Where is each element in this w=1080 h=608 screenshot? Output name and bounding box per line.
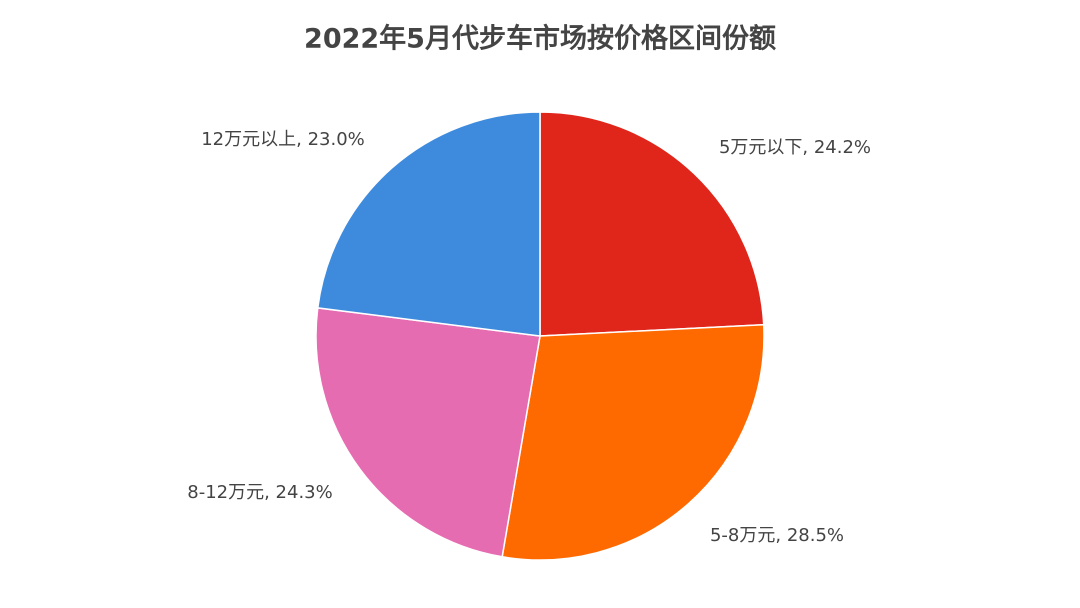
value-label: , 23.0% xyxy=(296,129,365,150)
pie-slice xyxy=(316,111,541,337)
data-label: 12万元以上, 23.0% xyxy=(201,129,365,150)
pie-slice xyxy=(501,323,765,561)
value-label: , 24.2% xyxy=(802,137,871,158)
category-label: 12万元以上 xyxy=(201,129,296,150)
value-label: , 28.5% xyxy=(775,525,844,546)
data-label: 5万元以下, 24.2% xyxy=(719,137,871,158)
category-label: 8-12万元 xyxy=(187,482,264,503)
data-label: 5-8万元, 28.5% xyxy=(710,525,844,546)
category-label: 5-8万元 xyxy=(710,525,775,546)
value-label: , 24.3% xyxy=(264,482,333,503)
category-label: 5万元以下 xyxy=(719,137,802,158)
pie-slice xyxy=(315,307,541,558)
data-label: 8-12万元, 24.3% xyxy=(187,482,332,503)
chart-title: 2022年5月代步车市场按价格区间份额 xyxy=(304,23,776,55)
pie-slice xyxy=(539,111,765,337)
